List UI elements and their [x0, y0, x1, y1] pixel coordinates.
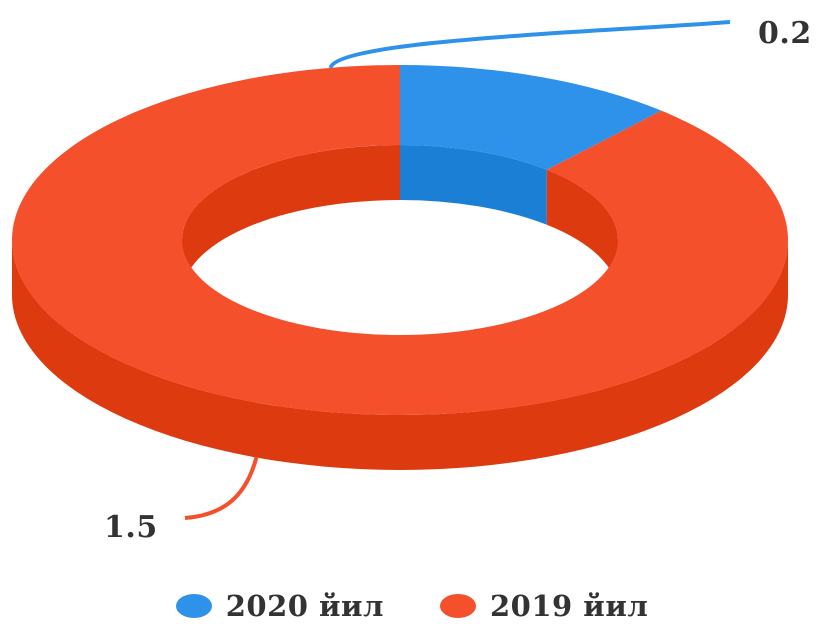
slice-inner-wall-2019-йил	[546, 169, 618, 295]
connector-2019	[184, 457, 259, 520]
legend-item-2020[interactable]: 2020 йил	[175, 589, 384, 623]
slice-outer-wall-2019-йил	[12, 240, 788, 470]
data-label-2020: 0.2	[758, 16, 812, 51]
slice-2020-йил[interactable]	[400, 65, 662, 170]
slice-inner-wall-2020-йил	[400, 145, 547, 225]
connector-2020	[328, 20, 731, 69]
slice-inner-wall-2019-йил	[182, 145, 400, 295]
legend-label-2020: 2020 йил	[225, 589, 384, 623]
chart-legend: 2020 йил 2019 йил	[0, 588, 824, 624]
legend-swatch-2019	[440, 594, 476, 618]
data-label-2019: 1.5	[104, 510, 158, 545]
legend-label-2019: 2019 йил	[490, 589, 649, 623]
legend-swatch-2020	[175, 594, 212, 618]
legend-item-2019[interactable]: 2019 йил	[440, 589, 648, 623]
slice-2019-йил[interactable]	[12, 65, 788, 415]
